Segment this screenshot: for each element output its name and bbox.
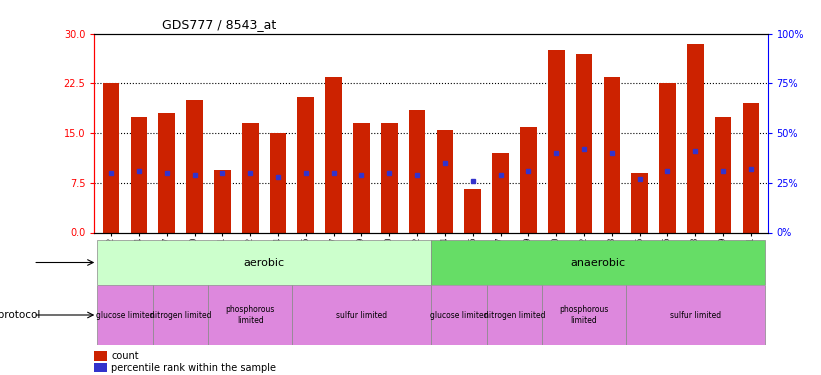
Bar [292,285,431,345]
Bar [493,153,509,232]
Bar [576,54,593,232]
Text: nitrogen limited: nitrogen limited [484,310,545,320]
Text: percentile rank within the sample: percentile rank within the sample [112,363,276,373]
Bar [214,170,231,232]
Bar [626,285,765,345]
Text: glucose limited: glucose limited [96,310,154,320]
Bar [131,117,147,232]
Text: nitrogen limited: nitrogen limited [150,310,211,320]
Bar [97,285,153,345]
Text: aerobic: aerobic [244,258,285,267]
Bar [242,123,259,232]
Text: count: count [112,351,139,361]
Bar [431,285,487,345]
Bar [409,110,425,232]
Text: glucose limited: glucose limited [429,310,488,320]
Bar [103,84,119,232]
Bar [186,100,203,232]
Bar [94,363,107,372]
Bar [631,173,648,232]
Bar [487,285,543,345]
Bar [548,50,565,232]
Bar [659,84,676,232]
Bar [431,240,765,285]
Bar [94,351,107,361]
Bar [353,123,369,232]
Text: sulfur limited: sulfur limited [336,310,387,320]
Bar [743,104,759,232]
Bar [520,126,537,232]
Bar [153,285,209,345]
Bar [269,133,287,232]
Text: sulfur limited: sulfur limited [670,310,721,320]
Text: growth protocol: growth protocol [0,310,40,320]
Text: GDS777 / 8543_at: GDS777 / 8543_at [162,18,276,31]
Bar [715,117,732,232]
Bar [543,285,626,345]
Bar [158,113,175,232]
Bar [437,130,453,232]
Bar [297,97,314,232]
Text: phosphorous
limited: phosphorous limited [559,305,608,325]
Bar [465,189,481,232]
Bar [603,77,620,232]
Bar [209,285,292,345]
Bar [687,44,704,232]
Bar [97,240,431,285]
Bar [381,123,397,232]
Text: phosphorous
limited: phosphorous limited [226,305,275,325]
Text: anaerobic: anaerobic [571,258,626,267]
Bar [325,77,342,232]
